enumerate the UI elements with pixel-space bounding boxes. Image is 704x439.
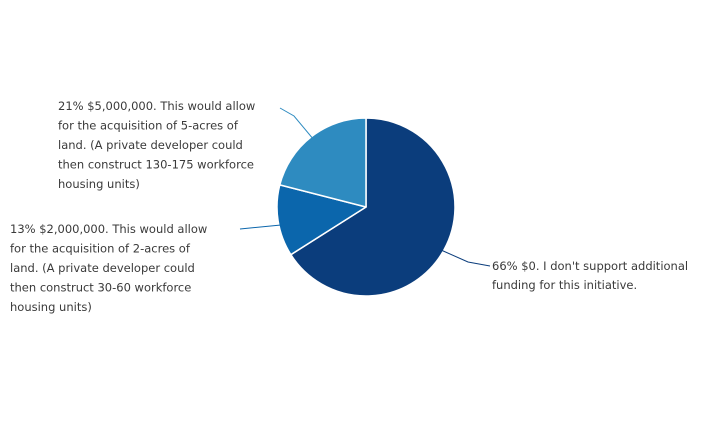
slice-label-21: 21% $5,000,000. This would allow for the … bbox=[58, 99, 255, 191]
slice-label-line: then construct 30-60 workforce bbox=[10, 281, 191, 295]
leader-line-13 bbox=[239, 224, 282, 230]
slice-label-line: funding for this initiative. bbox=[492, 278, 637, 292]
slice-label-66: 66% $0. I don't support additional fundin… bbox=[492, 259, 688, 292]
slice-label-line: housing units) bbox=[58, 177, 140, 191]
slice-label-line: 66% $0. I don't support additional bbox=[492, 259, 688, 273]
pie-slice-66 bbox=[290, 117, 456, 297]
slice-label-line: land. (A private developer could bbox=[10, 261, 195, 275]
slice-label-line: 13% $2,000,000. This would allow bbox=[10, 222, 207, 236]
slice-label-line: 21% $5,000,000. This would allow bbox=[58, 99, 255, 113]
slice-label-line: then construct 130-175 workforce bbox=[58, 158, 254, 172]
slice-label-line: land. (A private developer could bbox=[58, 138, 243, 152]
leader-line-21 bbox=[279, 107, 315, 141]
slice-label-line: for the acquisition of 5-acres of bbox=[58, 119, 239, 133]
pie-slices bbox=[276, 117, 456, 297]
pie-slice-13 bbox=[276, 184, 367, 256]
slice-label-line: for the acquisition of 2-acres of bbox=[10, 242, 191, 256]
slice-labels: 66% $0. I don't support additional fundin… bbox=[10, 99, 688, 314]
leader-line-66 bbox=[440, 249, 491, 267]
leader-lines bbox=[239, 107, 491, 267]
slice-label-line: housing units) bbox=[10, 300, 92, 314]
slice-label-13: 13% $2,000,000. This would allow for the … bbox=[10, 222, 207, 314]
